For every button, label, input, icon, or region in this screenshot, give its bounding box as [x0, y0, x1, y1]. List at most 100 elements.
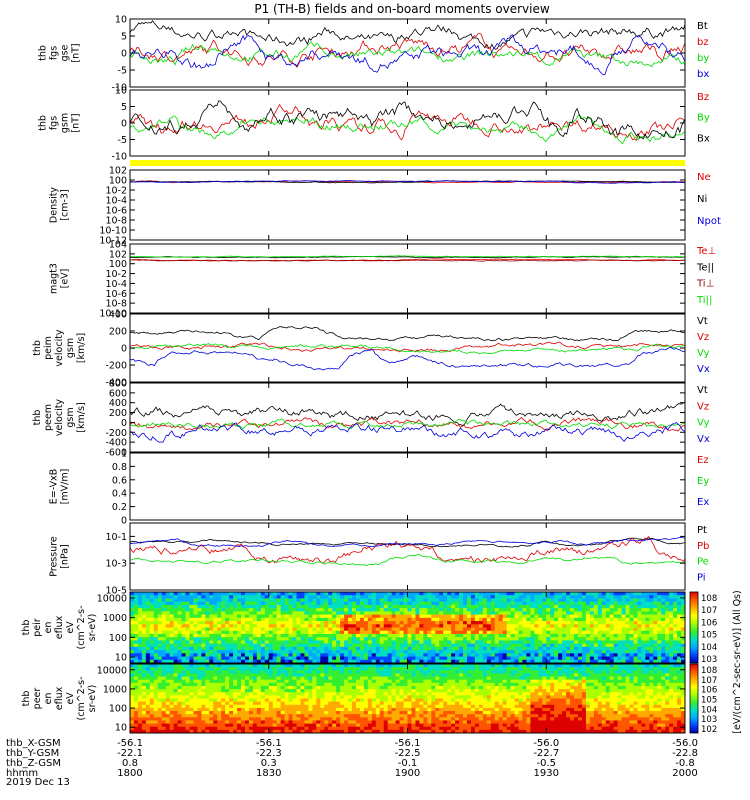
- spectrogram-cell: [466, 653, 472, 657]
- spectrogram-cell: [161, 667, 167, 671]
- spectrogram-cell: [609, 685, 615, 690]
- spectrogram-cell: [554, 695, 559, 699]
- spectrogram-cell: [466, 698, 472, 703]
- spectrogram-cell: [645, 595, 650, 599]
- spectrogram-cell: [558, 650, 563, 654]
- spectrogram-cell: [225, 604, 230, 609]
- spectrogram-cell: [502, 673, 507, 677]
- spectrogram-cell: [328, 646, 333, 651]
- spectrogram-cell: [352, 592, 357, 596]
- spectrogram-cell: [252, 592, 258, 596]
- spectrogram-cell: [577, 595, 583, 599]
- spectrogram-cell: [577, 604, 583, 609]
- spectrogram-cell: [340, 646, 345, 651]
- spectrogram-cell: [312, 640, 317, 645]
- spectrogram-cell: [617, 646, 622, 651]
- spectrogram-cell: [617, 670, 622, 674]
- spectrogram-cell: [280, 695, 285, 699]
- spectrogram-cell: [367, 621, 373, 625]
- spectrogram-cell: [510, 656, 515, 661]
- spectrogram-cell: [379, 646, 385, 651]
- spectrogram-cell: [332, 604, 337, 609]
- spectrogram-cell: [328, 679, 333, 684]
- spectrogram-cell: [645, 611, 650, 615]
- spectrogram-cell: [649, 617, 654, 622]
- spectrogram-cell: [589, 630, 595, 635]
- spectrogram-cell: [593, 604, 599, 609]
- spectrogram-cell: [177, 670, 182, 674]
- spectrogram-cell: [597, 685, 603, 690]
- spectrogram-cell: [189, 617, 194, 622]
- spectrogram-cell: [506, 630, 511, 635]
- spectrogram-cell: [581, 614, 587, 619]
- spectrogram-cell: [463, 689, 468, 693]
- spectrogram-cell: [562, 608, 567, 612]
- spectrogram-cell: [617, 614, 622, 619]
- spectrogram-cell: [609, 633, 615, 638]
- spectrogram-cell: [225, 656, 230, 661]
- spectrogram-cell: [185, 637, 190, 641]
- spectrogram-cell: [550, 621, 555, 625]
- spectrogram-cell: [141, 601, 147, 606]
- spectrogram-cell: [558, 637, 563, 641]
- spectrogram-cell: [478, 630, 484, 635]
- spectrogram-cell: [332, 633, 337, 638]
- spectrogram-cell: [173, 664, 178, 668]
- spectrogram-cell: [130, 601, 135, 606]
- spectrogram-cell: [241, 598, 246, 603]
- spectrogram-cell: [288, 664, 293, 668]
- spectrogram-cell: [546, 611, 551, 615]
- spectrogram-cell: [359, 667, 365, 671]
- spectrogram-cell: [332, 614, 337, 619]
- spectrogram-cell: [367, 633, 373, 638]
- spectrogram-cell: [205, 685, 210, 690]
- spectrogram-cell: [407, 614, 412, 619]
- spectrogram-cell: [395, 689, 400, 693]
- spectrogram-cell: [570, 659, 575, 664]
- spectrogram-cell: [653, 604, 658, 609]
- spectrogram-cell: [355, 633, 361, 638]
- spectrogram-cell: [423, 689, 428, 693]
- spectrogram-cell: [585, 592, 591, 596]
- spectrogram-cell: [423, 664, 428, 668]
- spectrogram-cell: [542, 617, 547, 622]
- spectrogram-cell: [633, 679, 638, 684]
- spectrogram-cell: [237, 695, 242, 699]
- spectrogram-cell: [355, 670, 361, 674]
- spectrogram-cell: [534, 650, 539, 654]
- spectrogram-cell: [403, 611, 408, 615]
- spectrogram-cell: [359, 670, 365, 674]
- spectrogram-cell: [621, 679, 626, 684]
- spectrogram-cell: [209, 604, 214, 609]
- spectrogram-cell: [288, 689, 293, 693]
- y-tick-label: 1: [121, 449, 127, 460]
- spectrogram-cell: [625, 659, 630, 664]
- spectrogram-cell: [375, 698, 381, 703]
- spectrogram-cell: [661, 650, 666, 654]
- spectrogram-cell: [181, 650, 186, 654]
- spectrogram-cell: [566, 679, 571, 684]
- spectrogram-cell: [399, 659, 404, 664]
- spectrogram-cell: [597, 676, 603, 681]
- spectrogram-cell: [193, 637, 198, 641]
- spectrogram-cell: [367, 692, 373, 696]
- y-tick-label: 10-10: [99, 309, 127, 320]
- spectrogram-cell: [133, 685, 139, 690]
- spectrogram-cell: [399, 689, 404, 693]
- spectrogram-cell: [447, 659, 452, 664]
- spectrogram-cell: [625, 698, 630, 703]
- spectrogram-cell: [387, 689, 393, 693]
- spectrogram-cell: [312, 595, 317, 599]
- spectrogram-cell: [474, 608, 480, 612]
- spectrogram-cell: [165, 701, 171, 706]
- spectrogram-cell: [233, 659, 238, 664]
- spectrogram-cell: [292, 682, 297, 687]
- spectrogram-cell: [268, 643, 274, 648]
- spectrogram-cell: [145, 685, 151, 690]
- spectrogram-cell: [292, 656, 297, 661]
- spectrogram-cell: [185, 621, 190, 625]
- spectrogram-cell: [340, 692, 345, 696]
- spectrogram-cell: [344, 701, 349, 706]
- spectrogram-cell: [145, 637, 151, 641]
- spectrogram-cell: [189, 640, 194, 645]
